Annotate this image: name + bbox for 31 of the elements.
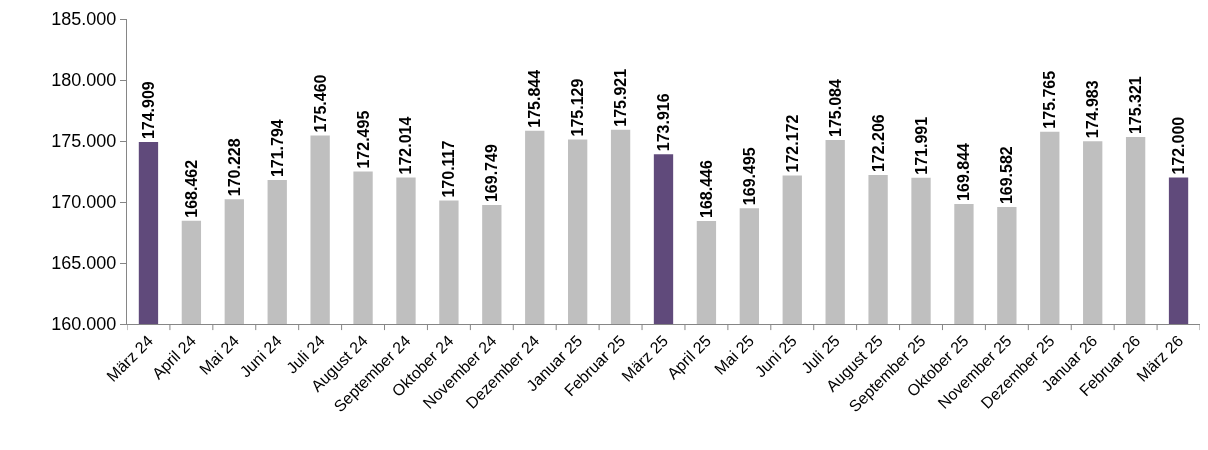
data-label: 174.983 xyxy=(1084,80,1102,139)
data-label: 168.462 xyxy=(182,159,200,218)
y-tick-label: 185.000 xyxy=(51,9,117,30)
data-label: 175.129 xyxy=(569,78,587,137)
data-label: 175.321 xyxy=(1127,76,1145,135)
data-label: 169.582 xyxy=(998,146,1016,205)
data-label: 174.909 xyxy=(139,81,157,140)
data-label: 172.000 xyxy=(1170,116,1188,175)
y-tick-label: 165.000 xyxy=(51,253,117,274)
y-tick-label: 180.000 xyxy=(51,70,117,91)
data-label: 169.844 xyxy=(955,142,973,201)
data-label: 172.014 xyxy=(397,116,415,175)
data-label: 170.117 xyxy=(440,140,458,198)
data-label: 171.794 xyxy=(268,119,286,178)
data-label: 175.460 xyxy=(311,74,329,133)
data-label: 173.916 xyxy=(655,93,672,152)
y-tick-label: 160.000 xyxy=(51,314,117,335)
data-label: 168.446 xyxy=(697,160,715,218)
data-label: 169.749 xyxy=(483,144,501,203)
data-label: 175.765 xyxy=(1041,70,1059,129)
data-label: 172.206 xyxy=(869,114,887,173)
data-label: 172.495 xyxy=(354,110,372,169)
data-label: 170.228 xyxy=(225,138,243,197)
y-tick-label: 170.000 xyxy=(51,192,117,213)
data-label: 175.084 xyxy=(826,79,844,137)
data-label: 172.172 xyxy=(783,114,801,173)
y-tick-label: 175.000 xyxy=(51,131,117,152)
data-label: 169.495 xyxy=(740,147,758,206)
data-label: 175.844 xyxy=(526,69,544,128)
data-label: 171.991 xyxy=(912,116,930,175)
data-label: 175.921 xyxy=(612,68,630,127)
